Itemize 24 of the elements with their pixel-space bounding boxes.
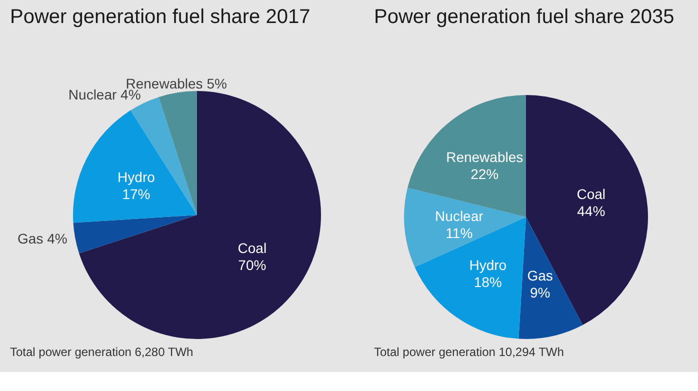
pie-slice bbox=[73, 215, 197, 254]
pie-slice bbox=[518, 217, 583, 339]
slice-label: Coal bbox=[238, 240, 267, 256]
pie-slice bbox=[158, 91, 197, 215]
data-label: 11% bbox=[446, 225, 473, 242]
slice-label: Gas 4% bbox=[18, 230, 68, 247]
text: Total power generation 10,294 TWh bbox=[374, 345, 564, 359]
slice-label: Coal bbox=[576, 186, 606, 202]
data-label: 70% bbox=[238, 257, 266, 274]
slice-label: Gas bbox=[527, 268, 553, 284]
data-label: 18% bbox=[474, 274, 502, 290]
slice-label: Renewables bbox=[446, 149, 524, 166]
data-label: 44% bbox=[577, 202, 606, 219]
data-label: 22% bbox=[470, 166, 499, 182]
chart-title: Power generation fuel share 2035 bbox=[374, 6, 674, 29]
pie-slice bbox=[526, 95, 648, 326]
text: Total power generation 6,280 TWh bbox=[10, 345, 194, 359]
slice-label: Hydro bbox=[469, 257, 507, 274]
slice-label: Nuclear bbox=[435, 208, 484, 224]
data-label: 17% bbox=[122, 186, 150, 202]
pie-slice bbox=[73, 110, 197, 223]
data-label: 9% bbox=[530, 284, 550, 301]
slice-label: Hydro bbox=[118, 169, 156, 186]
chart-title: Power generation fuel share 2017 bbox=[10, 6, 310, 29]
